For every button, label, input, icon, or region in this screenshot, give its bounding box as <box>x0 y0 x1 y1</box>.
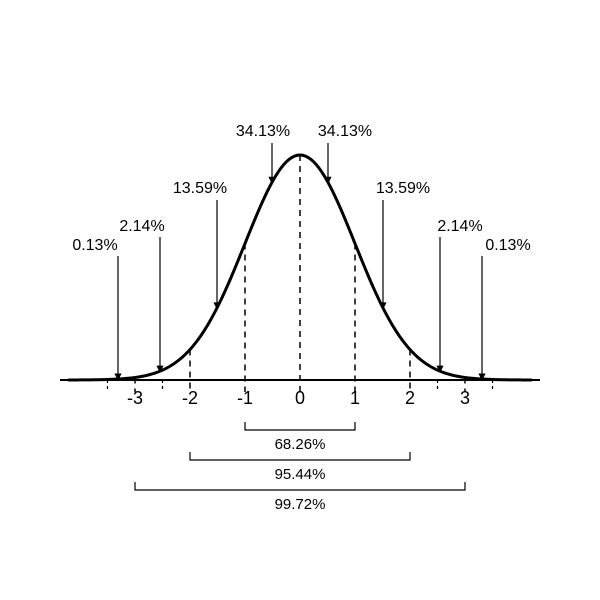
region-percent-label: 2.14% <box>119 218 164 236</box>
region-percent-label: 13.59% <box>376 180 430 198</box>
region-percent-label: 2.14% <box>437 218 482 236</box>
axis-tick-label: -2 <box>182 388 198 409</box>
range-bracket <box>245 422 355 430</box>
axis-tick-label: 2 <box>405 388 415 409</box>
axis-tick-label: 3 <box>460 388 470 409</box>
range-bracket <box>135 482 465 490</box>
axis-tick-label: 1 <box>350 388 360 409</box>
region-percent-label: 0.13% <box>72 237 117 255</box>
axis-tick-label: -1 <box>237 388 253 409</box>
range-percent-label: 68.26% <box>275 436 326 453</box>
axis-tick-label: -3 <box>127 388 143 409</box>
axis-tick-label: 0 <box>295 388 305 409</box>
region-percent-label: 13.59% <box>173 180 227 198</box>
range-percent-label: 99.72% <box>275 496 326 513</box>
region-percent-label: 34.13% <box>318 123 372 141</box>
region-percent-label: 0.13% <box>485 237 530 255</box>
range-bracket <box>190 452 410 460</box>
range-percent-label: 95.44% <box>275 466 326 483</box>
region-percent-label: 34.13% <box>236 123 290 141</box>
normal-distribution-diagram: 0.13%2.14%13.59%34.13%34.13%13.59%2.14%0… <box>0 0 600 600</box>
